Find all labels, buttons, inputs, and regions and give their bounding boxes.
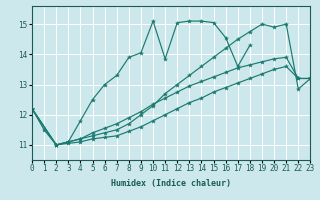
X-axis label: Humidex (Indice chaleur): Humidex (Indice chaleur) xyxy=(111,179,231,188)
